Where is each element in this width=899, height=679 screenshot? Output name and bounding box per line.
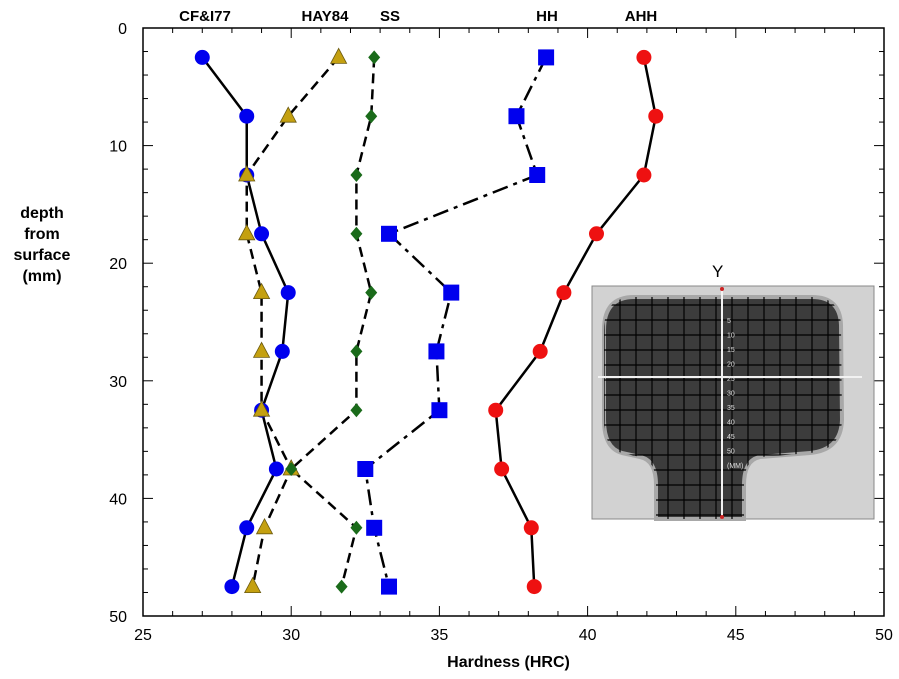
data-point-hh: [366, 519, 383, 536]
inset-scale-label: 5: [727, 318, 731, 325]
data-point-hay84: [329, 47, 348, 64]
data-point-ahh: [526, 579, 542, 595]
data-point-cf-i77: [239, 520, 255, 536]
series-label-cf-i77: CF&I77: [179, 8, 231, 25]
rail-cross-section-inset: 5 10 15 20 25 30 35 40 45 50 (MM) Y: [591, 262, 875, 521]
data-point-hh: [431, 402, 448, 419]
x-tick-label: 25: [134, 627, 152, 644]
series-line-ss: [289, 57, 376, 587]
data-point-hay84: [279, 106, 297, 123]
y-tick-label: 40: [109, 491, 127, 508]
x-tick-label: 40: [579, 627, 597, 644]
data-point-ahh: [648, 108, 664, 124]
data-point-ss: [365, 109, 378, 124]
inset-scale-label: 35: [727, 405, 735, 412]
series-label-ahh: AHH: [625, 8, 658, 25]
x-tick-label: 35: [431, 627, 449, 644]
inset-scale-label: 20: [727, 362, 735, 369]
data-point-ss: [350, 168, 363, 182]
data-point-hay84: [238, 223, 256, 241]
data-point-ahh: [556, 285, 572, 301]
data-point-ahh: [523, 520, 539, 536]
data-point-hay84: [252, 400, 271, 417]
inset-axis-end-marker: [720, 515, 724, 519]
y-tick-label: 50: [109, 609, 127, 626]
data-point-ss: [350, 403, 363, 418]
data-point-hay84: [244, 576, 262, 593]
data-point-cf-i77: [194, 49, 210, 65]
series-line-ahh: [494, 57, 658, 587]
y-tick-label: 20: [109, 256, 127, 273]
data-point-ss: [350, 344, 363, 359]
inset-scale-label: (MM): [727, 463, 743, 470]
data-point-ss: [350, 226, 363, 241]
data-point-ahh: [488, 402, 504, 418]
data-point-cf-i77: [254, 226, 270, 242]
x-tick-label: 30: [282, 627, 300, 644]
data-point-cf-i77: [224, 579, 240, 595]
y-axis-title-line: surface: [14, 247, 71, 264]
inset-scale-label: 30: [727, 391, 735, 398]
series-label-ss: SS: [380, 8, 400, 25]
data-point-ahh: [636, 49, 652, 65]
data-point-ahh: [588, 226, 604, 242]
data-point-hh: [443, 284, 460, 301]
data-point-hh: [381, 225, 398, 242]
data-point-hh: [529, 167, 546, 183]
data-point-ahh: [532, 343, 548, 359]
inset-axis-end-marker: [720, 287, 724, 291]
data-point-ss: [335, 579, 348, 594]
inset-scale-label: 45: [727, 434, 735, 441]
data-point-hay84: [252, 282, 271, 300]
marker-layer: [194, 47, 664, 595]
data-point-ss: [285, 462, 298, 476]
data-point-ahh: [494, 461, 510, 477]
x-tick-label: 45: [727, 627, 745, 644]
y-tick-label: 30: [109, 374, 127, 391]
data-point-ss: [350, 520, 363, 535]
data-point-cf-i77: [280, 285, 296, 301]
inset-scale-label: 25: [727, 376, 735, 383]
inset-axis-label: Y: [712, 262, 723, 281]
series-line-cf-i77: [201, 56, 290, 587]
series-label-hh: HH: [536, 8, 558, 25]
y-axis-title-line: (mm): [22, 268, 61, 285]
data-point-hh: [538, 49, 555, 66]
inset-scale-label: 50: [727, 449, 735, 456]
data-point-hay84: [252, 341, 271, 358]
y-tick-label: 0: [118, 21, 127, 38]
data-point-hh: [428, 343, 445, 360]
inset-scale-label: 40: [727, 420, 735, 427]
y-axis-title-line: from: [24, 226, 60, 243]
plot-area-frame: [142, 27, 885, 617]
inset-scale-label: 10: [727, 333, 735, 340]
data-point-hh: [508, 108, 525, 125]
series-line-hay84: [245, 56, 340, 587]
data-point-cf-i77: [274, 343, 290, 359]
series-label-hay84: HAY84: [302, 8, 350, 25]
data-point-ss: [368, 50, 381, 65]
y-axis-title-line: depth: [20, 205, 64, 222]
x-tick-label: 50: [875, 627, 893, 644]
data-point-ss: [365, 285, 378, 300]
data-point-cf-i77: [268, 461, 284, 477]
y-tick-label: 10: [109, 139, 127, 156]
inset-scale-label: 15: [727, 347, 735, 354]
series-line-hh: [364, 56, 548, 587]
data-point-hay84: [238, 165, 256, 182]
data-point-hh: [357, 461, 374, 477]
data-point-hh: [381, 578, 398, 595]
data-point-cf-i77: [239, 108, 255, 124]
data-point-ahh: [636, 167, 652, 183]
data-point-hay84: [255, 517, 274, 535]
x-axis-title: Hardness (HRC): [447, 654, 570, 671]
